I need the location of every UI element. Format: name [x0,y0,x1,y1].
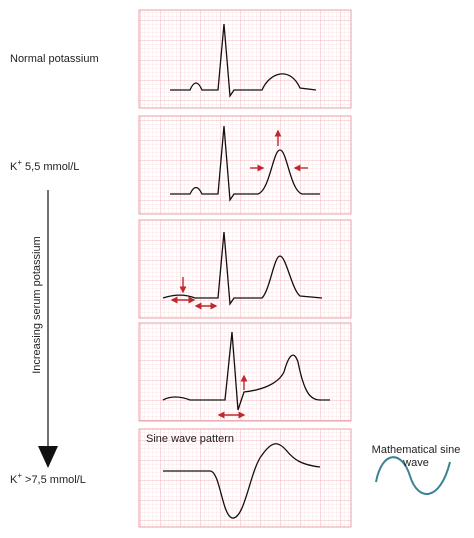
label: Increasing serum potassium [31,236,43,374]
label-sup: + [17,471,22,480]
label-sup: + [17,158,22,167]
label-value: >7,5 mmol/L [25,474,86,486]
ecg-panel [138,322,352,422]
ecg-trace [162,331,330,411]
label: K+ 5,5 mmol/L [10,158,79,173]
sine-wave [375,456,451,495]
panel-label: Sine wave pattern [146,433,234,445]
trend-arrowhead [38,446,58,468]
label-symbol: K [10,474,18,486]
label: K+ >7,5 mmol/L [10,471,86,486]
ecg-trace [163,443,321,519]
ecg-panel [138,428,352,528]
ecg-panel [138,219,352,319]
ecg-trace [170,125,320,202]
ecg-trace [170,23,317,98]
ecg-panel [138,115,352,215]
label: Normal potassium [10,53,99,65]
label-symbol: K [10,161,18,173]
ecg-trace [162,231,323,306]
label: Mathematical sine [372,444,461,456]
ecg-panel [138,9,352,109]
label-value: 5,5 mmol/L [25,161,79,173]
label: wave [402,457,429,469]
